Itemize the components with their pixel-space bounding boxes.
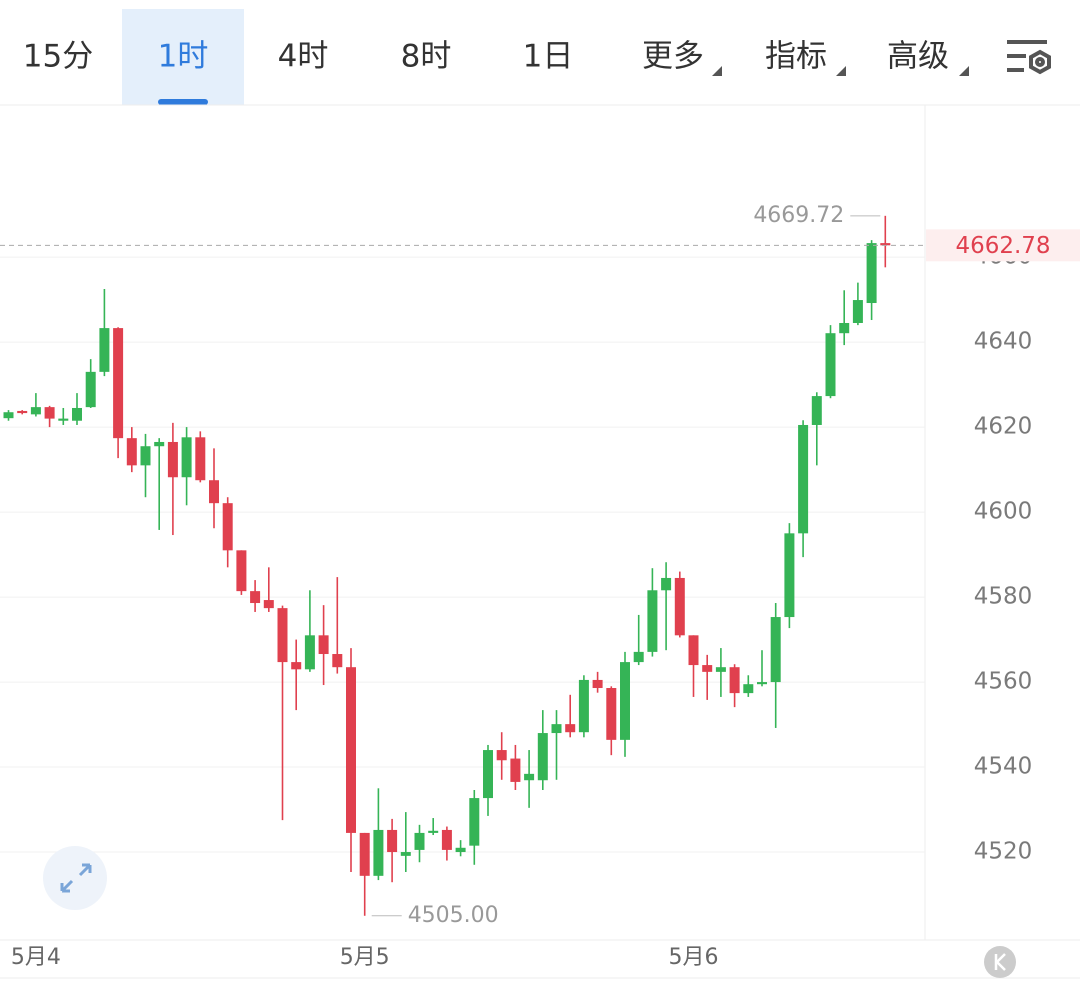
candle-body bbox=[620, 662, 630, 740]
candle-body bbox=[606, 688, 617, 740]
candle-body bbox=[537, 733, 548, 781]
candle-body bbox=[181, 437, 192, 478]
y-tick-label: 4640 bbox=[974, 329, 1033, 355]
dropdown-caret bbox=[959, 66, 969, 76]
candle-body bbox=[770, 617, 781, 683]
candle-body bbox=[647, 590, 658, 652]
candle-body bbox=[661, 577, 672, 591]
candle-body bbox=[688, 635, 699, 666]
candle-body bbox=[811, 396, 822, 425]
candle-body bbox=[263, 600, 274, 609]
candle-body bbox=[359, 832, 370, 876]
tab-bar: 15分 1时 4时 8时 1日 更多 指标 高级 bbox=[23, 39, 1051, 76]
candle-body bbox=[633, 651, 644, 663]
dropdown-caret bbox=[712, 66, 722, 76]
candle-body bbox=[852, 300, 863, 323]
expand-button[interactable] bbox=[43, 846, 107, 910]
candle-body bbox=[866, 243, 877, 304]
candle-body bbox=[784, 533, 795, 618]
y-tick-label: 4540 bbox=[974, 754, 1033, 780]
candle-body bbox=[222, 503, 233, 551]
candle-body bbox=[304, 635, 315, 670]
candle-body bbox=[99, 328, 110, 372]
candle-body bbox=[250, 591, 261, 604]
candle-body bbox=[455, 847, 466, 853]
tab[interactable]: 指标 bbox=[765, 39, 827, 75]
candle-body bbox=[428, 830, 439, 833]
tab[interactable]: 1日 bbox=[523, 39, 574, 75]
y-tick-label: 4520 bbox=[974, 839, 1033, 865]
active-tab-underline bbox=[158, 99, 208, 105]
last-price-label: 4662.78 bbox=[955, 233, 1050, 259]
candle-body bbox=[565, 724, 576, 733]
k-button[interactable] bbox=[984, 946, 1016, 978]
x-tick-label: 5月6 bbox=[669, 945, 719, 970]
candle-body bbox=[414, 832, 425, 850]
high-label: 4669.72 bbox=[753, 203, 844, 228]
candle-body bbox=[469, 798, 480, 846]
candle-body bbox=[757, 682, 767, 685]
candle-body bbox=[332, 654, 343, 668]
candle-body bbox=[277, 608, 288, 663]
y-tick-label: 4600 bbox=[974, 499, 1033, 525]
x-tick-label: 5月4 bbox=[11, 945, 61, 970]
dropdown-caret bbox=[836, 66, 846, 76]
candle-body bbox=[113, 328, 124, 439]
candle-body bbox=[44, 407, 55, 419]
candle-body bbox=[592, 679, 603, 689]
x-tick-label: 5月5 bbox=[340, 945, 390, 970]
candle-body bbox=[17, 410, 28, 414]
tab[interactable]: 8时 bbox=[401, 39, 452, 75]
candle-body bbox=[387, 829, 398, 853]
last-price-tag bbox=[926, 229, 1080, 262]
candle-body bbox=[483, 750, 493, 799]
low-label: 4505.00 bbox=[408, 903, 499, 928]
candle-body bbox=[715, 667, 726, 672]
candle-body bbox=[318, 635, 329, 655]
tab[interactable]: 更多 bbox=[642, 39, 704, 75]
candle-body bbox=[140, 446, 151, 466]
candle-body bbox=[798, 424, 809, 534]
candle-body bbox=[578, 679, 589, 733]
candle-body bbox=[551, 724, 562, 734]
candle-body bbox=[496, 750, 507, 761]
candle-body bbox=[839, 322, 850, 334]
y-tick-label: 4580 bbox=[974, 584, 1033, 610]
tab[interactable]: 1时 bbox=[158, 39, 209, 75]
candle-body bbox=[209, 480, 219, 504]
candle-body bbox=[236, 550, 247, 592]
candle-body bbox=[3, 412, 14, 419]
candle-body bbox=[291, 662, 302, 670]
candle-body bbox=[880, 243, 891, 246]
candle-body bbox=[58, 418, 69, 421]
candle-body bbox=[524, 773, 535, 781]
candle-body bbox=[72, 407, 82, 421]
candle-body bbox=[195, 437, 206, 481]
candle-body bbox=[729, 667, 740, 694]
candle-body bbox=[674, 577, 685, 636]
y-tick-label: 4560 bbox=[974, 669, 1033, 695]
candle-body bbox=[346, 667, 356, 833]
candle-body bbox=[373, 829, 384, 876]
candle-body bbox=[510, 758, 521, 782]
candle-body bbox=[85, 371, 96, 408]
candle-body bbox=[400, 852, 411, 856]
candle-body bbox=[126, 438, 137, 466]
tab[interactable]: 4时 bbox=[278, 39, 329, 75]
candle-body bbox=[154, 441, 165, 447]
y-tick-label: 4620 bbox=[974, 414, 1033, 440]
candle-body bbox=[30, 407, 41, 415]
candle-body bbox=[825, 333, 836, 397]
active-tab-bg bbox=[122, 9, 244, 105]
candle-body bbox=[743, 684, 754, 694]
tab[interactable]: 15分 bbox=[23, 39, 93, 75]
candle-body bbox=[702, 665, 713, 672]
settings-icon[interactable] bbox=[1007, 40, 1051, 75]
tab[interactable]: 高级 bbox=[887, 39, 949, 75]
plot: 452045404560458046004620464046604669.724… bbox=[0, 203, 1032, 928]
candle-body bbox=[167, 441, 178, 478]
candle-body bbox=[441, 829, 452, 850]
